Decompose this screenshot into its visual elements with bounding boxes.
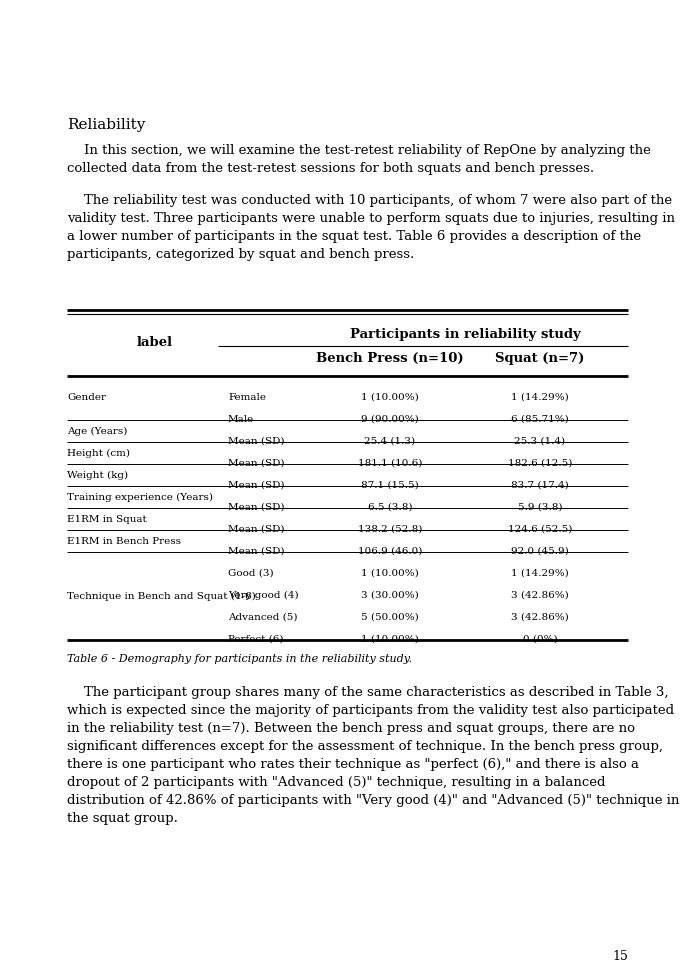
Text: the squat group.: the squat group. <box>67 812 178 825</box>
Text: 1 (14.29%): 1 (14.29%) <box>511 569 569 578</box>
Text: 25.3 (1.4): 25.3 (1.4) <box>515 437 566 446</box>
Text: Mean (SD): Mean (SD) <box>228 437 285 446</box>
Text: Perfect (6): Perfect (6) <box>228 635 283 644</box>
Text: Training experience (Years): Training experience (Years) <box>67 492 213 501</box>
Text: Mean (SD): Mean (SD) <box>228 459 285 468</box>
Text: Advanced (5): Advanced (5) <box>228 613 297 622</box>
Text: 5 (50.00%): 5 (50.00%) <box>361 613 419 622</box>
Text: 9 (90.00%): 9 (90.00%) <box>361 415 419 424</box>
Text: 3 (42.86%): 3 (42.86%) <box>511 591 569 600</box>
Text: E1RM in Bench Press: E1RM in Bench Press <box>67 536 181 546</box>
Text: there is one participant who rates their technique as "perfect (6)," and there i: there is one participant who rates their… <box>67 758 639 771</box>
Text: in the reliability test (n=7). Between the bench press and squat groups, there a: in the reliability test (n=7). Between t… <box>67 722 635 735</box>
Text: participants, categorized by squat and bench press.: participants, categorized by squat and b… <box>67 248 414 261</box>
Text: 1 (14.29%): 1 (14.29%) <box>511 393 569 402</box>
Text: 0 (0%): 0 (0%) <box>523 635 557 644</box>
Text: validity test. Three participants were unable to perform squats due to injuries,: validity test. Three participants were u… <box>67 212 675 225</box>
Text: 83.7 (17.4): 83.7 (17.4) <box>511 481 569 490</box>
Text: Height (cm): Height (cm) <box>67 449 130 457</box>
Text: Technique in Bench and Squat (1-6): Technique in Bench and Squat (1-6) <box>67 592 256 600</box>
Text: dropout of 2 participants with "Advanced (5)" technique, resulting in a balanced: dropout of 2 participants with "Advanced… <box>67 776 605 789</box>
Text: 6 (85.71%): 6 (85.71%) <box>511 415 569 424</box>
Text: 182.6 (12.5): 182.6 (12.5) <box>508 459 572 468</box>
Text: a lower number of participants in the squat test. Table 6 provides a description: a lower number of participants in the sq… <box>67 230 641 243</box>
Text: 124.6 (52.5): 124.6 (52.5) <box>508 525 572 534</box>
Text: Table 6 - Demography for participants in the reliability study.: Table 6 - Demography for participants in… <box>67 654 412 664</box>
Text: 106.9 (46.0): 106.9 (46.0) <box>358 547 422 556</box>
Text: Mean (SD): Mean (SD) <box>228 503 285 512</box>
Text: 1 (10.00%): 1 (10.00%) <box>361 393 419 402</box>
Text: Female: Female <box>228 393 266 402</box>
Text: Gender: Gender <box>67 393 106 403</box>
Text: label: label <box>137 336 173 349</box>
Text: Very good (4): Very good (4) <box>228 591 299 600</box>
Text: Male: Male <box>228 415 255 424</box>
Text: which is expected since the majority of participants from the validity test also: which is expected since the majority of … <box>67 704 674 717</box>
Text: 3 (42.86%): 3 (42.86%) <box>511 613 569 622</box>
Text: 5.9 (3.8): 5.9 (3.8) <box>518 503 562 512</box>
Text: Mean (SD): Mean (SD) <box>228 481 285 490</box>
Text: In this section, we will examine the test-retest reliability of RepOne by analyz: In this section, we will examine the tes… <box>67 144 651 157</box>
Text: Mean (SD): Mean (SD) <box>228 547 285 556</box>
Text: 1 (10.00%): 1 (10.00%) <box>361 635 419 644</box>
Text: 15: 15 <box>612 950 628 963</box>
Text: 92.0 (45.9): 92.0 (45.9) <box>511 547 569 556</box>
Text: Reliability: Reliability <box>67 118 145 132</box>
Text: The reliability test was conducted with 10 participants, of whom 7 were also par: The reliability test was conducted with … <box>67 194 672 207</box>
Text: Age (Years): Age (Years) <box>67 426 127 436</box>
Text: Participants in reliability study: Participants in reliability study <box>350 328 581 341</box>
Text: 181.1 (10.6): 181.1 (10.6) <box>358 459 422 468</box>
Text: distribution of 42.86% of participants with "Very good (4)" and "Advanced (5)" t: distribution of 42.86% of participants w… <box>67 794 679 807</box>
Text: Squat (n=7): Squat (n=7) <box>495 352 585 365</box>
Text: 87.1 (15.5): 87.1 (15.5) <box>361 481 419 490</box>
Text: 25.4 (1.3): 25.4 (1.3) <box>365 437 416 446</box>
Text: 1 (10.00%): 1 (10.00%) <box>361 569 419 578</box>
Text: significant differences except for the assessment of technique. In the bench pre: significant differences except for the a… <box>67 740 663 753</box>
Text: Weight (kg): Weight (kg) <box>67 470 128 480</box>
Text: 6.5 (3.8): 6.5 (3.8) <box>368 503 412 512</box>
Text: Good (3): Good (3) <box>228 569 274 578</box>
Text: 3 (30.00%): 3 (30.00%) <box>361 591 419 600</box>
Text: collected data from the test-retest sessions for both squats and bench presses.: collected data from the test-retest sess… <box>67 162 594 175</box>
Text: The participant group shares many of the same characteristics as described in Ta: The participant group shares many of the… <box>67 686 669 699</box>
Text: 138.2 (52.8): 138.2 (52.8) <box>358 525 422 534</box>
Text: E1RM in Squat: E1RM in Squat <box>67 515 147 523</box>
Text: Mean (SD): Mean (SD) <box>228 525 285 534</box>
Text: Bench Press (n=10): Bench Press (n=10) <box>316 352 464 365</box>
